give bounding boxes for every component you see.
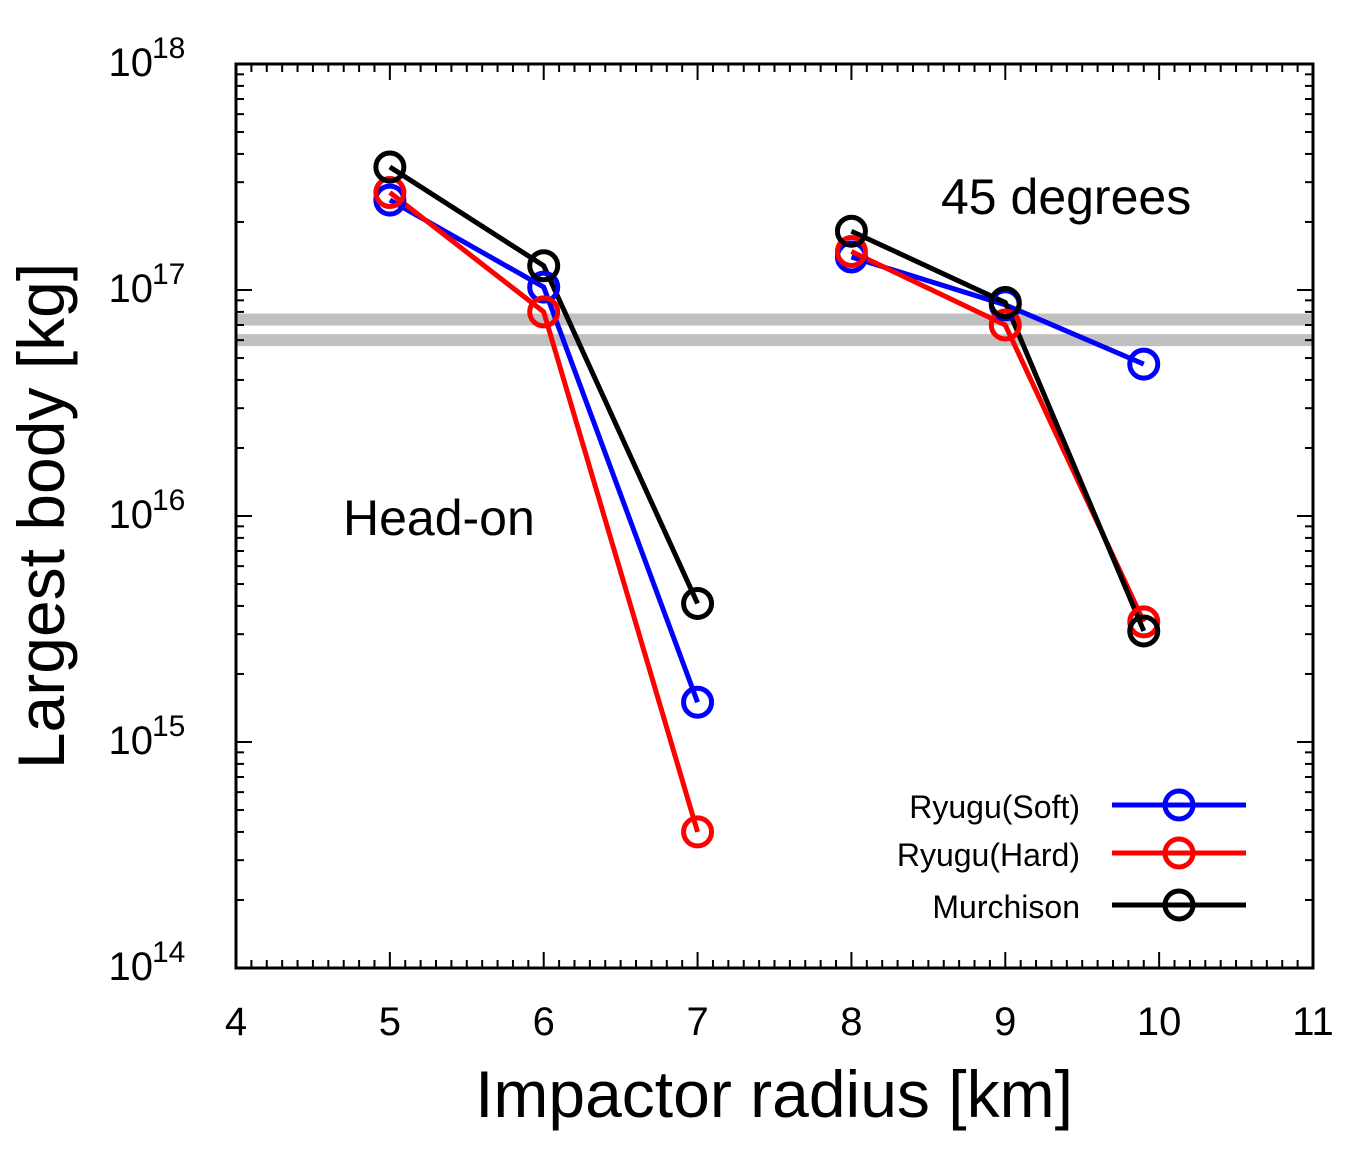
legend: Ryugu(Soft) Ryugu(Hard) Murchison xyxy=(897,788,1246,925)
data-point-murchison xyxy=(1127,614,1161,648)
legend-label-murchison: Murchison xyxy=(932,889,1080,925)
y-tick-base: 10 xyxy=(109,945,154,989)
data-point-ryugu-soft xyxy=(1127,347,1161,381)
data-point-murchison xyxy=(527,249,561,283)
reference-band-upper xyxy=(236,313,1313,326)
data-point-ryugu-soft xyxy=(681,685,715,719)
annotation-45-degrees: 45 degrees xyxy=(941,169,1191,225)
y-tick-label: 10 18 xyxy=(109,32,186,85)
x-tick-labels: 4 5 6 7 8 9 10 11 xyxy=(225,1000,1334,1044)
y-tick-base: 10 xyxy=(109,41,154,85)
x-tick-label: 10 xyxy=(1137,1000,1182,1044)
series-layer xyxy=(373,150,1161,849)
x-tick-label: 7 xyxy=(686,1000,708,1044)
y-tick-exponent: 18 xyxy=(152,32,185,65)
data-point-ryugu-hard xyxy=(373,176,407,210)
data-point-ryugu-hard xyxy=(834,235,868,269)
data-point-murchison xyxy=(681,587,715,621)
data-point-ryugu-hard xyxy=(988,308,1022,342)
y-tick-label: 10 16 xyxy=(109,484,186,537)
legend-marker-murchison xyxy=(1162,888,1196,922)
series-line-ryugu-soft xyxy=(388,197,700,704)
y-tick-base: 10 xyxy=(109,267,154,311)
legend-label-ryugu-soft: Ryugu(Soft) xyxy=(909,789,1080,825)
x-tick-label: 4 xyxy=(225,1000,247,1044)
data-point-murchison xyxy=(373,150,407,184)
y-axis-title: Largest body [kg] xyxy=(4,263,78,769)
x-tick-label: 8 xyxy=(840,1000,862,1044)
y-tick-exponent: 17 xyxy=(152,258,185,291)
y-tick-label: 10 15 xyxy=(109,710,186,763)
y-tick-exponent: 14 xyxy=(152,936,185,969)
data-point-murchison xyxy=(988,286,1022,320)
series-line-murchison xyxy=(850,228,1147,632)
y-tick-exponent: 16 xyxy=(152,484,185,517)
legend-label-ryugu-hard: Ryugu(Hard) xyxy=(897,837,1080,873)
data-point-ryugu-hard xyxy=(1127,605,1161,639)
y-tick-label: 10 17 xyxy=(109,258,186,311)
y-tick-exponent: 15 xyxy=(152,710,185,743)
legend-marker-ryugu-soft xyxy=(1162,788,1196,822)
reference-band-lower xyxy=(236,334,1313,347)
plot-frame xyxy=(234,62,1315,970)
data-point-ryugu-soft xyxy=(527,270,561,304)
x-tick-label: 9 xyxy=(994,1000,1016,1044)
data-point-murchison xyxy=(834,214,868,248)
legend-marker-ryugu-hard xyxy=(1162,836,1196,870)
x-tick-label: 11 xyxy=(1292,1000,1334,1044)
x-tick-label: 6 xyxy=(533,1000,555,1044)
data-point-ryugu-hard xyxy=(681,815,715,849)
y-tick-label: 10 14 xyxy=(109,936,186,989)
x-tick-label: 5 xyxy=(379,1000,401,1044)
series-line-ryugu-hard xyxy=(388,190,700,833)
x-axis-title: Impactor radius [km] xyxy=(475,1057,1073,1131)
y-tick-base: 10 xyxy=(109,719,154,763)
data-point-ryugu-hard xyxy=(527,295,561,329)
series-line-murchison xyxy=(388,164,700,605)
annotation-head-on: Head-on xyxy=(343,490,535,546)
y-tick-base: 10 xyxy=(109,493,154,537)
